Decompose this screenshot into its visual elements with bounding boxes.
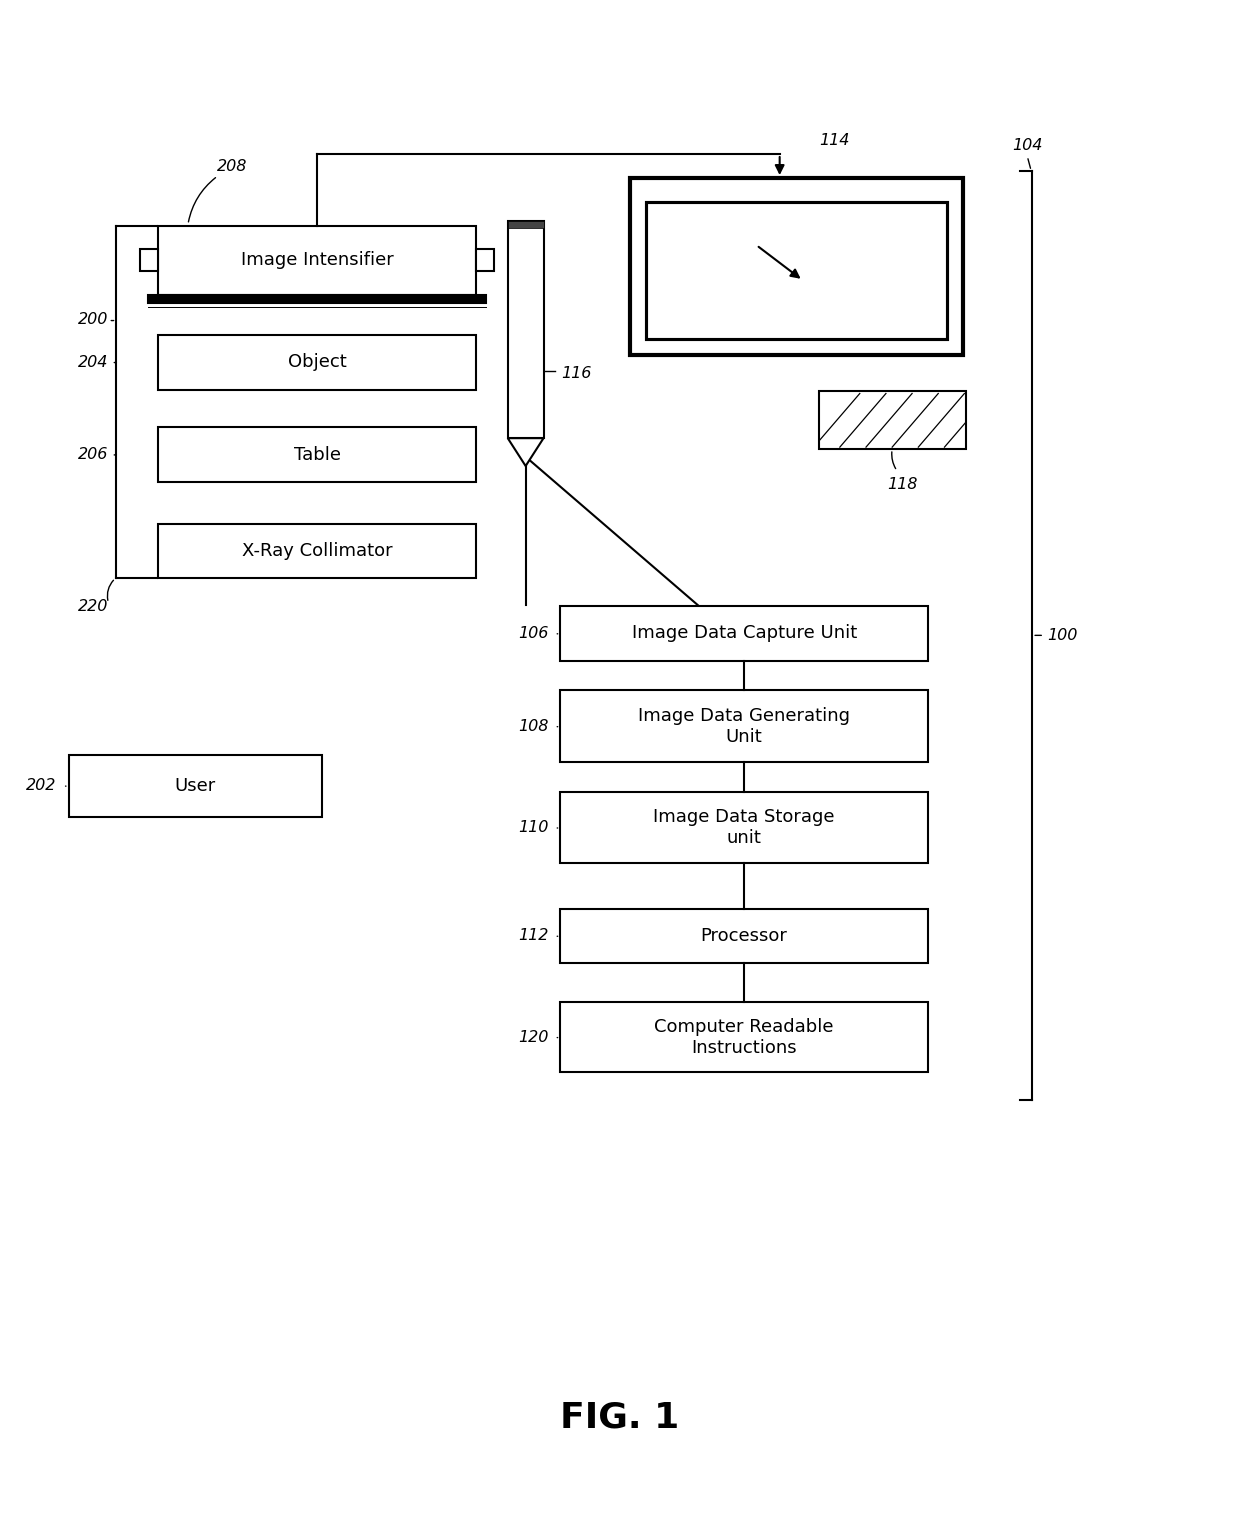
Text: 110: 110 (518, 820, 548, 836)
Text: 116: 116 (562, 365, 591, 380)
Bar (630, 178, 962, 355)
Bar (560, 1003, 928, 1071)
Bar (159, 335, 476, 390)
Bar (646, 202, 947, 339)
Bar (68, 755, 322, 817)
Polygon shape (507, 438, 543, 466)
Text: Image Data Generating
Unit: Image Data Generating Unit (639, 706, 851, 746)
Text: Image Data Capture Unit: Image Data Capture Unit (631, 624, 857, 642)
Bar (560, 791, 928, 863)
Text: 100: 100 (1047, 629, 1078, 642)
Bar (140, 250, 159, 271)
Text: 200: 200 (78, 312, 108, 327)
Bar (159, 225, 476, 295)
Text: 106: 106 (518, 626, 548, 641)
Text: X-Ray Collimator: X-Ray Collimator (242, 542, 392, 560)
Text: 118: 118 (887, 476, 918, 492)
Bar (818, 391, 966, 449)
Bar (507, 221, 543, 228)
Bar (476, 250, 494, 271)
Text: Object: Object (288, 353, 346, 371)
Bar (159, 524, 476, 578)
Bar (560, 909, 928, 962)
Bar (149, 295, 486, 303)
Bar (560, 691, 928, 763)
Text: Image Data Storage
unit: Image Data Storage unit (653, 808, 835, 846)
Text: 112: 112 (518, 928, 548, 944)
Text: 114: 114 (820, 132, 849, 148)
Bar (507, 221, 543, 438)
Text: 108: 108 (518, 718, 548, 734)
Text: 208: 208 (217, 158, 248, 174)
Text: Processor: Processor (701, 927, 787, 945)
Bar (560, 606, 928, 661)
Text: FIG. 1: FIG. 1 (560, 1400, 680, 1435)
Text: 120: 120 (518, 1029, 548, 1044)
Text: Table: Table (294, 446, 341, 464)
Text: 220: 220 (78, 598, 108, 613)
Text: Image Intensifier: Image Intensifier (241, 251, 393, 269)
Text: 204: 204 (78, 355, 108, 370)
Text: Computer Readable
Instructions: Computer Readable Instructions (655, 1018, 835, 1056)
Text: User: User (175, 776, 216, 794)
Text: 202: 202 (26, 778, 57, 793)
Text: 206: 206 (78, 447, 108, 463)
Text: 104: 104 (1012, 139, 1043, 154)
Bar (159, 428, 476, 482)
